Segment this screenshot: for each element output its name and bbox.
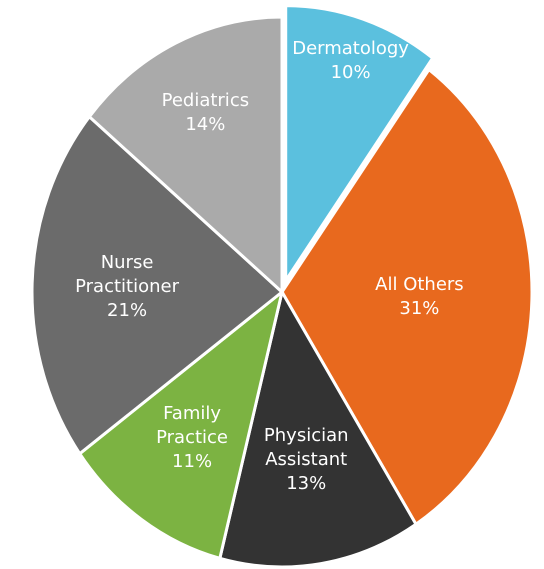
category-label: Dermatology xyxy=(292,37,409,59)
category-label: Nurse Practitioner xyxy=(75,251,179,297)
pie-slice xyxy=(280,67,534,527)
value-label: 31% xyxy=(399,297,440,319)
category-label: Physician Assistant xyxy=(263,425,349,471)
pie-slice xyxy=(30,114,285,456)
value-label: 13% xyxy=(286,473,327,495)
category-label: Pediatrics xyxy=(161,89,250,111)
slice-label: Family Practice 11% xyxy=(147,402,237,474)
slice-label: Physician Assistant 13% xyxy=(251,424,361,496)
slice-label: All Others 31% xyxy=(354,273,484,321)
category-label: All Others xyxy=(375,273,464,295)
pie-slice xyxy=(218,287,418,569)
value-label: 14% xyxy=(185,113,226,135)
slice-label: Pediatrics 14% xyxy=(145,89,265,137)
pie-slice xyxy=(77,288,285,561)
pie-slice xyxy=(87,15,284,296)
slice-label: Nurse Practitioner 21% xyxy=(72,251,182,323)
slice-label: Dermatology 10% xyxy=(276,37,426,85)
value-label: 10% xyxy=(330,61,371,83)
value-label: 11% xyxy=(172,450,213,472)
pie-slice xyxy=(284,4,435,286)
value-label: 21% xyxy=(107,299,148,321)
category-label: Family Practice xyxy=(156,402,229,448)
